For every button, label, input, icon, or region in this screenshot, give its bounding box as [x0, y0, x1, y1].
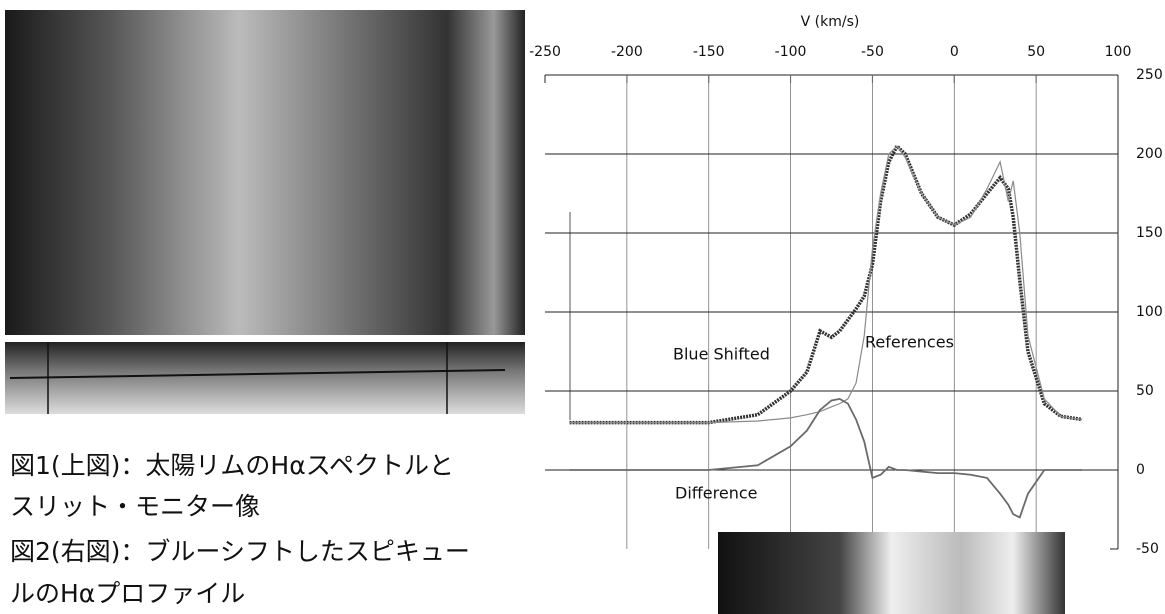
- y-tick-label: 200: [1136, 146, 1163, 162]
- x-tick-label: -150: [693, 44, 725, 60]
- spectrum-image: [5, 10, 525, 335]
- y-tick-label: -50: [1136, 541, 1159, 557]
- y-tick-label: 100: [1136, 304, 1163, 320]
- inset-spectrum-image: [718, 532, 1065, 614]
- caption: スリット・モニター像: [10, 492, 261, 521]
- caption: 図2(右図)：ブルーシフトしたスピキュー: [10, 537, 470, 566]
- series-line: [569, 397, 1082, 519]
- x-tick-label: -50: [861, 44, 884, 60]
- x-tick-label: -250: [529, 44, 561, 60]
- y-tick-label: 150: [1136, 225, 1163, 241]
- caption: ルのHαプロファイル: [10, 579, 246, 608]
- x-axis-label: V (km/s): [801, 14, 860, 30]
- x-tick-label: 100: [1105, 44, 1132, 60]
- y-tick-label: 250: [1136, 67, 1163, 83]
- x-tick-label: -200: [611, 44, 643, 60]
- series-label: Difference: [675, 484, 757, 503]
- y-tick-label: 50: [1136, 383, 1154, 399]
- x-tick-label: -100: [775, 44, 807, 60]
- caption: 図1(上図)：太陽リムのHαスペクトルと: [10, 451, 454, 480]
- x-tick-label: 0: [950, 44, 959, 60]
- slit-line: [9, 369, 506, 379]
- series-label: References: [865, 333, 954, 352]
- x-tick-label: 50: [1027, 44, 1045, 60]
- series-line: [569, 145, 1083, 424]
- series-label: Blue Shifted: [673, 345, 770, 364]
- y-tick-label: 0: [1136, 462, 1145, 478]
- slit-image: [5, 342, 525, 414]
- series-line: [569, 143, 1083, 425]
